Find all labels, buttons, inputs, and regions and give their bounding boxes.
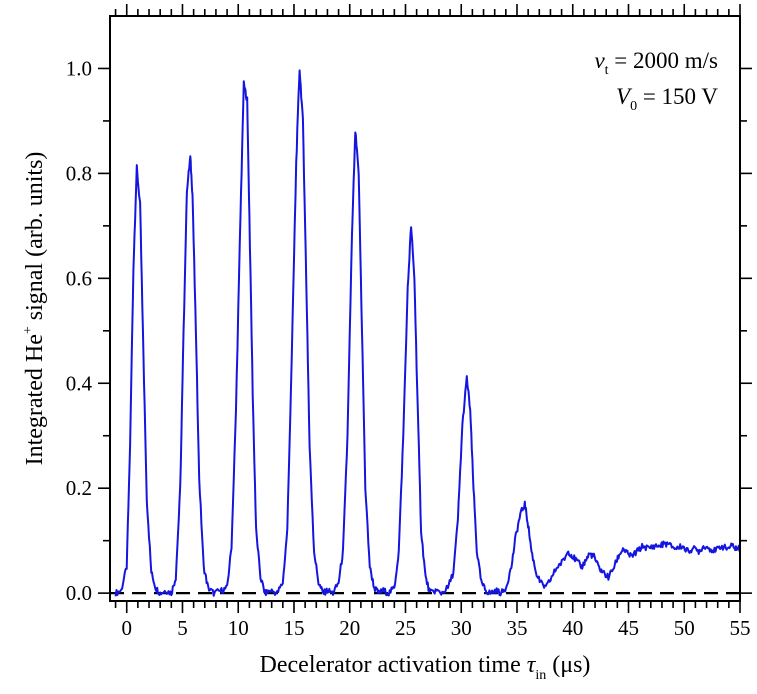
annotation-voltage-text: = 150 V <box>637 84 718 109</box>
x-tick-label: 50 <box>674 616 695 640</box>
y-tick-label: 0.0 <box>66 581 92 605</box>
x-axis-label-subscript: in <box>535 668 546 683</box>
annotation-velocity-sub: t <box>605 63 609 78</box>
x-tick-label: 35 <box>506 616 527 640</box>
x-tick-label: 55 <box>730 616 751 640</box>
x-tick-label: 10 <box>228 616 249 640</box>
annotation-voltage-sub: 0 <box>630 99 637 114</box>
annotation-voltage: V0 = 150 V <box>616 84 718 114</box>
y-axis-label: Integrated He+ signal (arb. units) <box>21 152 48 466</box>
y-axis-label-after: signal (arb. units) <box>22 152 48 327</box>
x-axis-label-symbol: τ <box>527 652 537 678</box>
plot-frame <box>109 15 741 602</box>
y-tick-label: 0.4 <box>66 371 93 395</box>
x-tick-label: 30 <box>451 616 472 640</box>
x-axis-label-main: Decelerator activation time <box>260 652 527 678</box>
x-tick-label: 45 <box>618 616 639 640</box>
x-tick-label: 20 <box>339 616 360 640</box>
annotation-voltage-var: V <box>616 84 633 109</box>
x-tick-label: 0 <box>121 616 132 640</box>
x-tick-label: 25 <box>395 616 416 640</box>
annotation-velocity-var: v <box>594 48 605 73</box>
signal-series-line <box>114 69 741 597</box>
y-tick-label: 0.6 <box>66 266 92 290</box>
y-tick-label: 0.2 <box>66 476 92 500</box>
x-axis-label: Decelerator activation time τin (μs) <box>260 652 591 683</box>
y-tick-label: 1.0 <box>66 56 92 80</box>
x-tick-label: 15 <box>283 616 304 640</box>
x-tick-label: 40 <box>562 616 583 640</box>
x-axis-label-unit: (μs) <box>546 652 590 678</box>
y-axis-label-superscript: + <box>21 326 36 334</box>
x-tick-label: 5 <box>177 616 188 640</box>
annotation-velocity: vt = 2000 m/s <box>594 48 718 78</box>
y-axis-label-before: Integrated He <box>22 334 48 465</box>
y-tick-label: 0.8 <box>66 161 92 185</box>
annotation-velocity-text: = 2000 m/s <box>609 48 719 73</box>
